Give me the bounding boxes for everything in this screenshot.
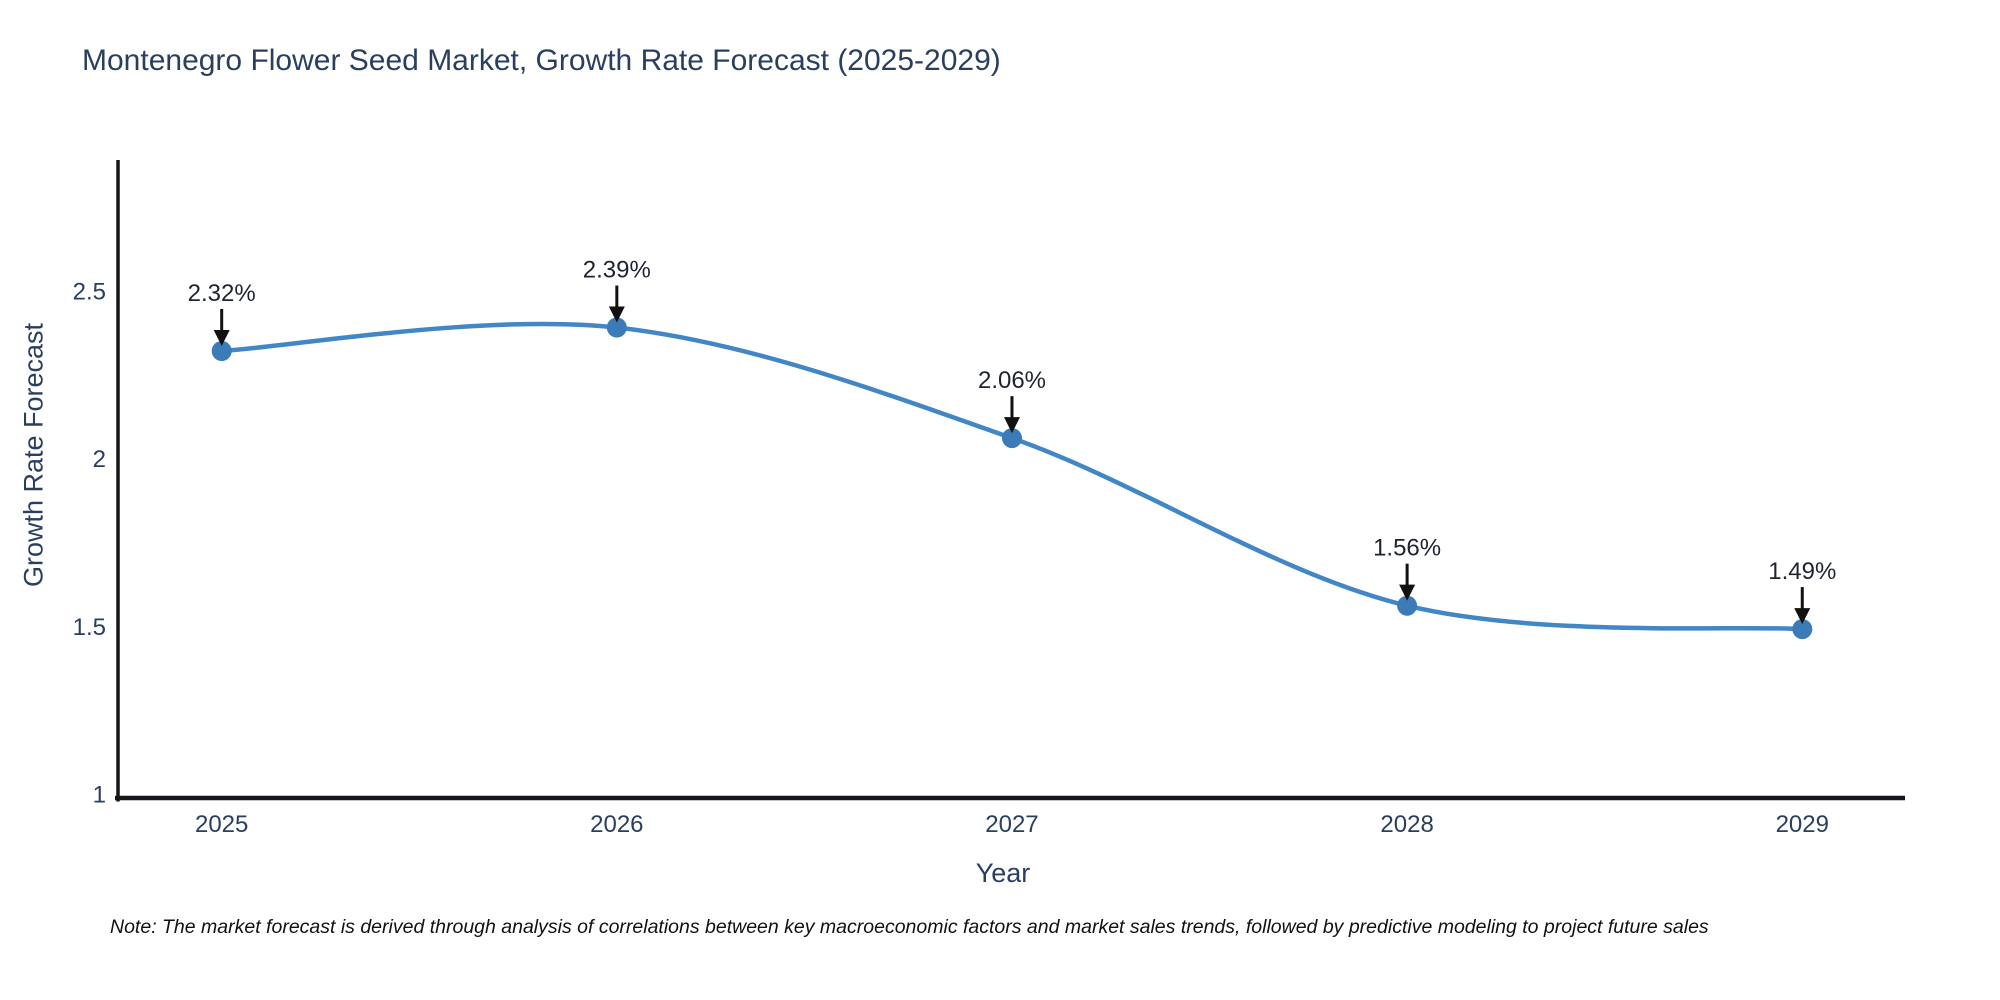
chart-note: Note: The market forecast is derived thr…: [110, 916, 1709, 938]
x-tick-label: 2025: [195, 811, 248, 838]
x-tick-label: 2029: [1776, 811, 1829, 838]
data-point-marker[interactable]: [1397, 595, 1418, 616]
data-point-label: 2.06%: [978, 367, 1046, 394]
annotation-arrowhead-icon: [1794, 608, 1811, 625]
y-tick-label: 1: [93, 781, 106, 808]
data-point-markers: [211, 317, 1813, 640]
data-point-marker[interactable]: [1002, 428, 1022, 449]
x-axis-title: Year: [975, 858, 1031, 888]
data-point-marker[interactable]: [606, 317, 627, 338]
annotation-arrowhead-icon: [1399, 584, 1416, 601]
y-tick-label: 1.5: [73, 614, 106, 641]
data-point-marker[interactable]: [1792, 619, 1813, 640]
chart-title: Montenegro Flower Seed Market, Growth Ra…: [82, 44, 1001, 77]
x-tick-label: 2026: [590, 811, 643, 838]
annotation-arrowhead-icon: [608, 306, 625, 323]
data-point-label: 2.39%: [583, 257, 651, 284]
data-point-label: 1.56%: [1373, 535, 1441, 562]
data-point-label: 1.49%: [1768, 558, 1836, 585]
data-point-label: 2.32%: [188, 280, 256, 307]
annotation-arrowhead-icon: [213, 329, 230, 346]
point-annotations: 2.32% 2.39% 2.06% 1.56% 1.49%: [188, 257, 1836, 625]
y-tick-label: 2.5: [73, 279, 106, 306]
axes: 1 1.5 2 2.5 2025 2026 2027 2028 2029: [73, 160, 1905, 838]
x-tick-label: 2027: [985, 811, 1038, 838]
data-point-marker[interactable]: [211, 341, 232, 361]
x-tick-label: 2028: [1380, 811, 1433, 838]
annotation-arrowhead-icon: [1003, 417, 1020, 434]
y-tick-label: 2: [93, 446, 106, 473]
